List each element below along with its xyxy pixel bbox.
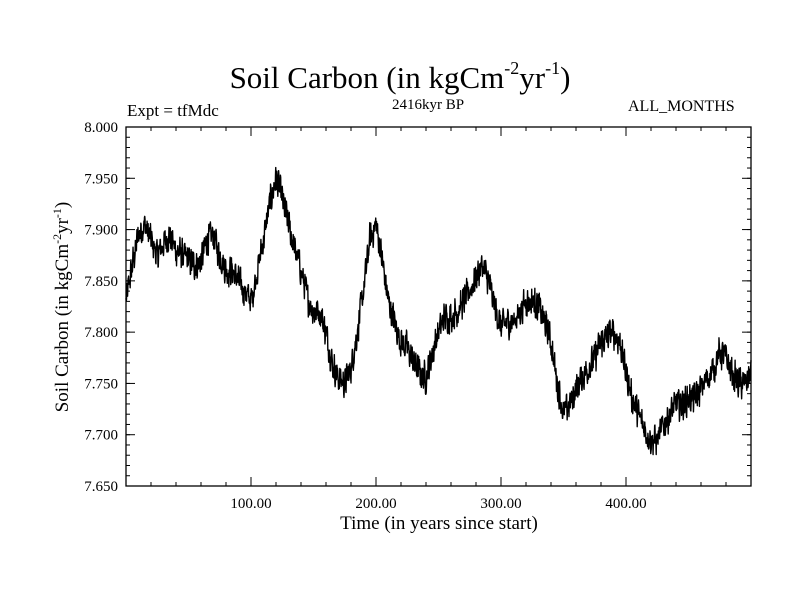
x-tick-label: 200.00 <box>355 496 396 512</box>
chart-subtitle-experiment: Expt = tfMdc <box>127 101 219 120</box>
y-tick-label: 7.900 <box>84 223 118 239</box>
y-tick-label: 7.700 <box>84 428 118 444</box>
y-tick-label: 7.650 <box>84 479 118 495</box>
y-tick-label: 8.000 <box>84 120 118 136</box>
x-tick-label: 100.00 <box>230 496 271 512</box>
y-tick-label: 7.950 <box>84 171 118 187</box>
y-tick-label: 7.750 <box>84 376 118 392</box>
chart-subtitle-date: 2416kyr BP <box>392 97 465 113</box>
series-layer <box>125 166 752 456</box>
x-tick-label: 300.00 <box>480 496 521 512</box>
x-tick-label: 400.00 <box>605 496 646 512</box>
plot-frame <box>125 126 752 487</box>
chart-title: Soil Carbon (in kgCm-2yr-1) <box>229 58 571 95</box>
tick-layer: 7.650 7.700 7.750 7.800 7.850 7.900 7.950 8.000… <box>84 120 752 512</box>
series-line-soil-carbon <box>125 166 752 456</box>
y-tick-label: 7.800 <box>84 325 118 341</box>
chart-subtitle-months: ALL_MONTHS <box>628 98 735 115</box>
y-tick-label: 7.850 <box>84 274 118 290</box>
x-axis-label: Time (in years since start) <box>340 513 538 534</box>
